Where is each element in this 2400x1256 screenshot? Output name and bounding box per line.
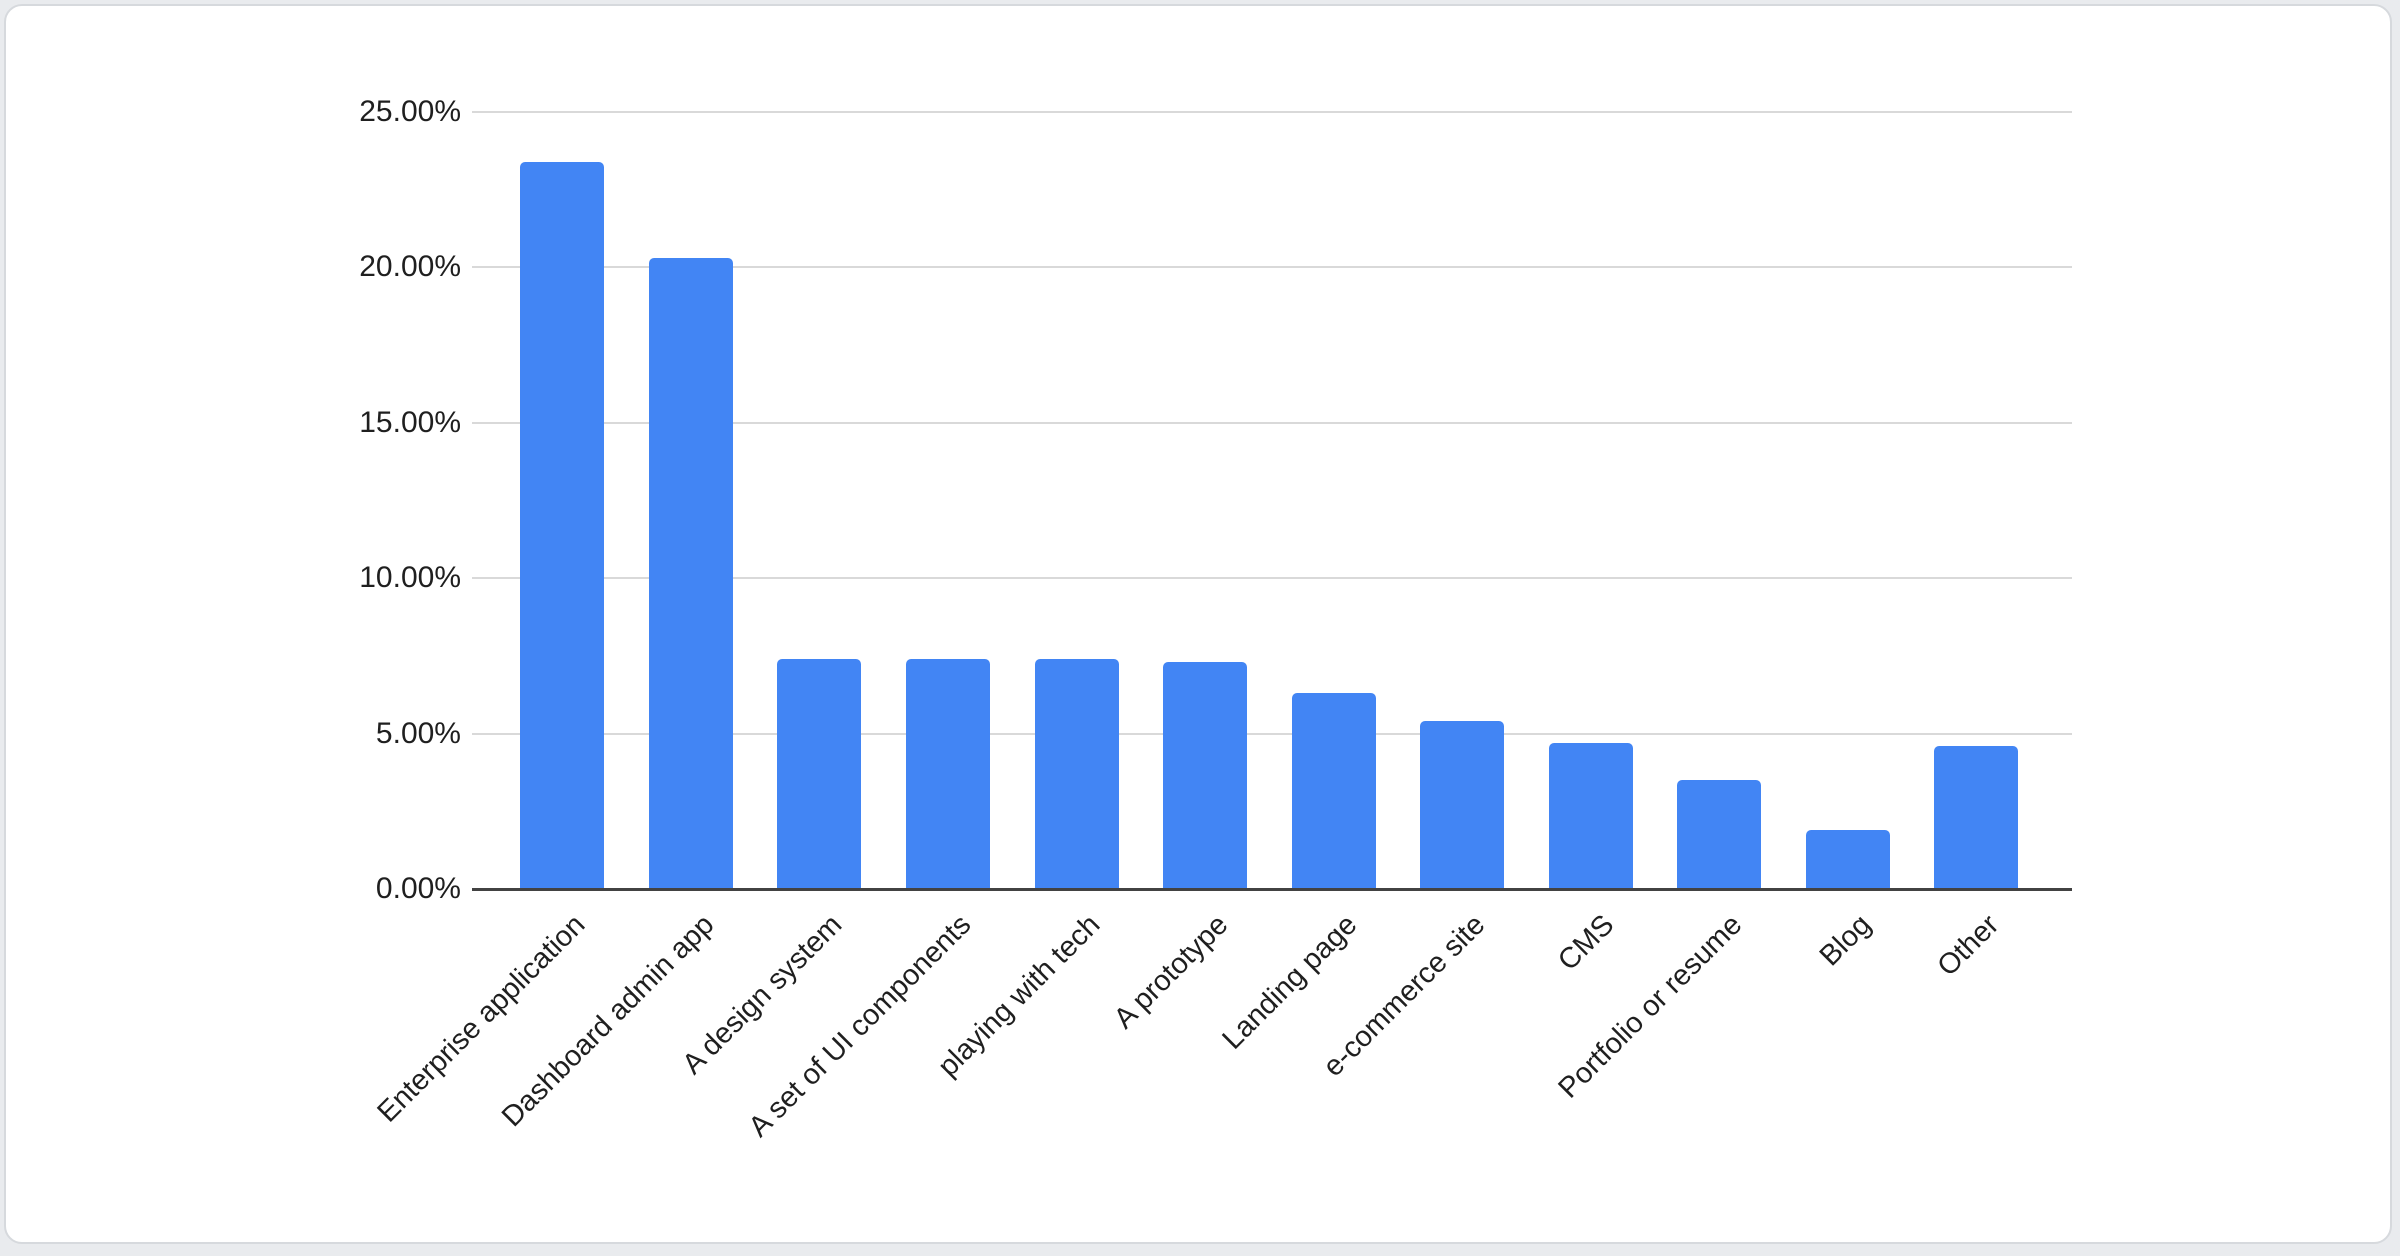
- x-category-label-blog: Blog: [1813, 908, 1878, 973]
- bar-dashboard-admin-app[interactable]: [648, 258, 733, 889]
- bar-portfolio-or-resume[interactable]: [1677, 780, 1762, 889]
- bar-enterprise-application[interactable]: [520, 161, 605, 889]
- x-category-label-a-prototype: A prototype: [1108, 908, 1235, 1036]
- y-tick-label-10pct: 10.00%: [359, 561, 461, 595]
- plot-area: 0.00% 5.00% 10.00% 15.00% 20.00% 25.00% Enterp…: [6, 6, 2390, 1242]
- y-tick-label-20pct: 20.00%: [359, 250, 461, 284]
- bar-blog[interactable]: [1805, 829, 1890, 889]
- gridline-5pct: [472, 732, 2072, 735]
- x-category-label-other: Other: [1931, 908, 2006, 983]
- x-axis-line: [472, 888, 2072, 891]
- bar-landing-page[interactable]: [1291, 693, 1376, 889]
- bar-cms[interactable]: [1548, 742, 1633, 889]
- bar-a-prototype[interactable]: [1163, 662, 1248, 889]
- gridline-20pct: [472, 266, 2072, 269]
- bar-a-design-system[interactable]: [777, 659, 862, 889]
- chart-card: 0.00% 5.00% 10.00% 15.00% 20.00% 25.00% Enterp…: [4, 4, 2392, 1244]
- x-category-label-dashboard-admin-app: Dashboard admin app: [495, 908, 721, 1134]
- bar-a-set-of-ui-components[interactable]: [905, 659, 990, 889]
- x-category-label-a-set-of-ui-components: A set of UI components: [742, 908, 978, 1144]
- y-tick-label-0pct: 0.00%: [375, 872, 461, 905]
- gridline-25pct: [472, 111, 2072, 113]
- y-tick-label-5pct: 5.00%: [375, 716, 461, 750]
- bar-other[interactable]: [1934, 746, 2019, 889]
- gridline-10pct: [472, 577, 2072, 580]
- gridline-15pct: [472, 421, 2072, 424]
- x-category-label-enterprise-application: Enterprise application: [371, 908, 592, 1129]
- x-category-label-cms: CMS: [1551, 908, 1621, 977]
- bar-e-commerce-site[interactable]: [1420, 721, 1505, 889]
- bar-playing-with-tech[interactable]: [1034, 659, 1119, 889]
- y-tick-label-25pct: 25.00%: [359, 95, 461, 128]
- y-tick-label-15pct: 15.00%: [359, 405, 461, 439]
